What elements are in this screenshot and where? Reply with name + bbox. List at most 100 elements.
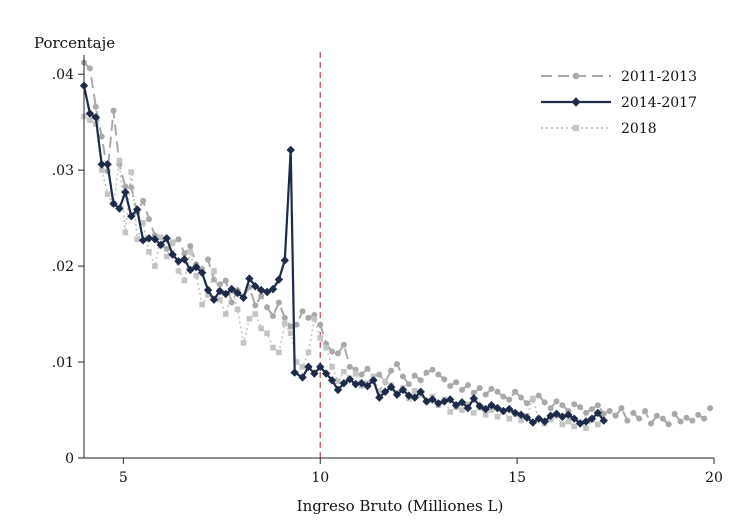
data-point-2018 [169, 239, 176, 245]
plot-area [79, 52, 714, 458]
data-point-2014-2017 [375, 393, 384, 402]
series-2011-2013 [81, 59, 714, 428]
data-point-2014-2017 [481, 404, 490, 414]
data-point-2014-2017 [463, 403, 473, 413]
data-point-2018 [134, 236, 140, 243]
data-point-2014-2017 [505, 404, 514, 414]
data-point-2011-2013 [488, 385, 495, 392]
data-point-2011-2013 [92, 103, 99, 110]
data-point-2018 [518, 417, 524, 424]
data-point-2011-2013 [594, 402, 601, 409]
legend-swatch-marker [572, 72, 580, 80]
data-point-2011-2013 [317, 321, 324, 328]
data-point-2011-2013 [506, 396, 513, 403]
data-point-2014-2017 [339, 378, 349, 388]
data-point-2018 [205, 292, 211, 298]
data-point-2014-2017 [215, 286, 225, 296]
data-point-2018 [270, 344, 276, 351]
data-point-2018 [329, 364, 335, 370]
data-point-2014-2017 [290, 368, 299, 377]
data-point-2011-2013 [464, 382, 471, 389]
data-point-2018 [411, 388, 418, 394]
data-point-2014-2017 [197, 268, 207, 278]
data-point-2018 [447, 409, 453, 415]
data-point-2018 [506, 415, 513, 422]
data-point-2018 [305, 349, 312, 356]
data-point-2018 [104, 191, 111, 197]
data-point-2011-2013 [334, 350, 341, 357]
data-point-2014-2017 [233, 288, 242, 298]
data-point-2014-2017 [469, 394, 479, 403]
data-point-2011-2013 [122, 183, 129, 190]
data-point-2011-2013 [228, 299, 235, 306]
data-point-2011-2013 [523, 400, 530, 407]
data-point-2011-2013 [429, 366, 436, 373]
data-point-2018 [98, 167, 105, 173]
data-point-2011-2013 [447, 383, 454, 390]
data-point-2014-2017 [274, 275, 284, 284]
data-point-2011-2013 [689, 417, 696, 424]
data-point-2014-2017 [262, 287, 272, 297]
data-point-2011-2013 [541, 399, 548, 406]
data-point-2011-2013 [258, 292, 265, 299]
data-point-2011-2013 [222, 277, 229, 284]
data-point-2011-2013 [648, 420, 654, 427]
legend-label: 2011-2013 [621, 69, 697, 85]
data-point-2014-2017 [327, 376, 337, 385]
data-point-2011-2013 [86, 65, 93, 72]
data-point-2014-2017 [552, 409, 561, 419]
data-point-2011-2013 [630, 409, 637, 416]
data-point-2011-2013 [205, 256, 212, 263]
data-point-2011-2013 [559, 402, 566, 409]
legend-label: 2018 [621, 121, 657, 137]
data-point-2014-2017 [186, 265, 195, 275]
data-point-2018 [559, 421, 566, 428]
data-point-2014-2017 [97, 160, 106, 169]
data-point-2011-2013 [346, 363, 353, 370]
data-point-2018 [140, 220, 146, 226]
data-point-2011-2013 [683, 414, 690, 421]
data-point-2018 [116, 157, 123, 164]
axes: 0 .01 .02 .03 .04 5 10 15 20 [52, 55, 723, 486]
legend-label: 2014-2017 [621, 95, 697, 111]
data-point-2011-2013 [571, 401, 578, 408]
data-point-2011-2013 [216, 281, 223, 288]
data-point-2011-2013 [518, 394, 525, 401]
data-point-2014-2017 [381, 387, 390, 396]
legend: 2011-2013 2014-2017 2018 [541, 69, 697, 137]
data-point-2014-2017 [227, 284, 236, 294]
y-tick-label: .04 [52, 67, 74, 83]
legend-item-2014-2017: 2014-2017 [541, 95, 697, 111]
data-point-2011-2013 [140, 197, 147, 204]
data-point-2014-2017 [168, 250, 177, 259]
data-point-2011-2013 [512, 388, 519, 395]
data-point-2014-2017 [85, 109, 95, 118]
data-point-2011-2013 [329, 348, 336, 355]
data-point-2011-2013 [358, 371, 365, 378]
data-point-2014-2017 [392, 390, 402, 399]
data-point-2014-2017 [144, 234, 154, 243]
data-point-2011-2013 [476, 384, 483, 391]
data-point-2014-2017 [570, 414, 579, 423]
data-point-2018 [317, 335, 324, 341]
data-point-2011-2013 [376, 371, 383, 378]
data-point-2014-2017 [245, 274, 254, 283]
data-point-2014-2017 [369, 376, 378, 385]
data-point-2014-2017 [280, 256, 290, 265]
data-point-2018 [571, 423, 578, 430]
data-point-2011-2013 [435, 371, 442, 378]
data-point-2014-2017 [132, 205, 142, 214]
data-point-2011-2013 [264, 304, 271, 311]
y-tick-label: 0 [65, 451, 74, 467]
data-point-2011-2013 [423, 369, 430, 376]
data-point-2014-2017 [534, 414, 543, 423]
data-point-2018 [128, 169, 135, 175]
data-point-2018 [565, 418, 572, 425]
data-point-2011-2013 [252, 302, 259, 309]
data-point-2018 [146, 248, 152, 255]
data-point-2018 [323, 344, 329, 351]
data-point-2018 [181, 277, 188, 284]
data-point-2014-2017 [304, 362, 313, 372]
data-point-2011-2013 [145, 216, 152, 223]
